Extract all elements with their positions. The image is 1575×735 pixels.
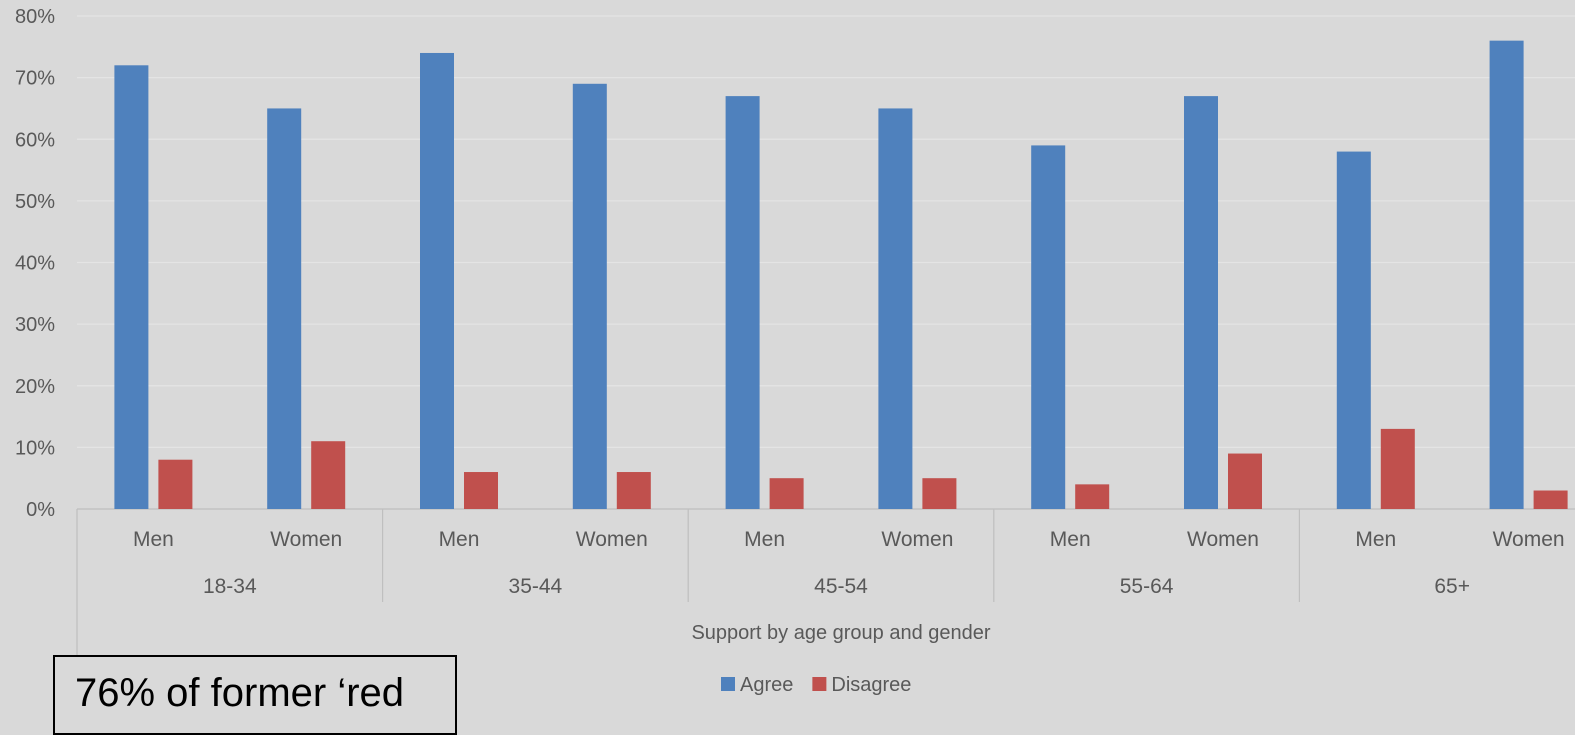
bar-disagree	[769, 478, 804, 509]
bar-disagree	[1380, 428, 1415, 509]
annotation-callout: 76% of former ‘red	[53, 655, 457, 735]
bar-agree	[114, 65, 149, 510]
x-category-label: Men	[133, 528, 174, 551]
x-category-label: Women	[1187, 528, 1259, 551]
x-axis: Men Women Men Women Men Women Men Women Men Women…	[76, 509, 1565, 698]
x-category-label: Men	[1050, 528, 1091, 551]
bar-agree	[420, 52, 454, 509]
bar-agree	[1489, 40, 1524, 510]
bar-agree	[725, 96, 760, 510]
x-category-label: Women	[270, 528, 342, 551]
x-category-label: Women	[1493, 528, 1565, 551]
y-tick-label: 70%	[15, 68, 55, 90]
x-group-label: 18-34	[203, 575, 257, 598]
y-tick-label: 30%	[15, 314, 55, 336]
bars	[114, 40, 1568, 510]
bar-disagree	[1075, 484, 1110, 509]
bar-disagree	[311, 441, 346, 509]
x-group-label: 35-44	[509, 575, 563, 598]
x-category-label: Women	[576, 528, 648, 551]
legend: Agree Disagree	[721, 674, 911, 696]
x-category-label: Men	[744, 528, 785, 551]
bar-agree	[878, 108, 913, 509]
y-tick-label: 10%	[15, 437, 55, 459]
legend-label-disagree: Disagree	[831, 674, 911, 696]
legend-swatch-disagree	[812, 677, 827, 691]
chart: 0% 10% 20% 30% 40% 50% 60% 70% 80% Men Women Men Wo…	[15, 6, 1575, 698]
x-category-label: Men	[439, 528, 480, 551]
bar-agree	[267, 108, 302, 509]
legend-label-agree: Agree	[740, 674, 793, 696]
bar-disagree	[464, 472, 498, 509]
x-group-label: 65+	[1434, 575, 1470, 598]
bar-agree	[1336, 151, 1371, 509]
legend-swatch-agree	[721, 677, 735, 691]
bar-disagree	[1533, 490, 1568, 509]
bar-disagree	[1228, 453, 1262, 509]
y-tick-label: 80%	[15, 6, 55, 28]
x-category-label: Men	[1355, 528, 1396, 551]
x-category-label: Women	[881, 528, 953, 551]
y-tick-label: 20%	[15, 376, 55, 398]
bar-disagree	[616, 472, 651, 509]
y-axis-ticks: 0% 10% 20% 30% 40% 50% 60% 70% 80%	[15, 6, 55, 521]
bar-agree	[1031, 145, 1066, 509]
x-group-label: 45-54	[814, 575, 868, 598]
bar-disagree	[158, 459, 193, 509]
y-tick-label: 40%	[15, 253, 55, 275]
bar-agree	[1184, 96, 1218, 510]
y-tick-label: 50%	[15, 191, 55, 213]
bar-disagree	[922, 478, 957, 509]
x-group-label: 55-64	[1120, 575, 1174, 598]
bar-agree	[572, 83, 607, 509]
y-tick-label: 0%	[26, 499, 55, 521]
x-axis-title: Support by age group and gender	[691, 622, 990, 644]
y-tick-label: 60%	[15, 129, 55, 151]
